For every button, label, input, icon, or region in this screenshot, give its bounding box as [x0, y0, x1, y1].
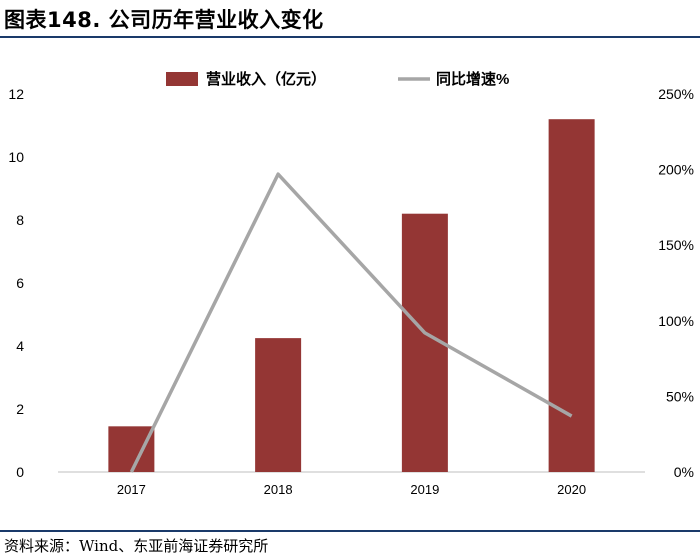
- y-right-tick-label: 250%: [658, 86, 694, 102]
- y-right-tick-label: 100%: [658, 313, 694, 329]
- y-right-tick-label: 200%: [658, 162, 694, 178]
- x-tick-label: 2017: [117, 482, 146, 497]
- y-left-tick-label: 0: [16, 464, 24, 480]
- source-note: 资料来源：Wind、东亚前海证券研究所: [4, 537, 269, 555]
- x-tick-label: 2020: [557, 482, 586, 497]
- legend-label-growth: 同比增速%: [436, 70, 509, 88]
- figure-title: 图表148. 公司历年营业收入变化: [4, 8, 324, 32]
- revenue-chart: 0 2 4 6 8 10 12 0% 50% 100% 150% 200% 250% 2017 2018 20…: [8, 70, 694, 497]
- y-right-tick-label: 50%: [666, 388, 694, 404]
- legend-label-revenue: 营业收入（亿元）: [206, 70, 326, 88]
- y-left-tick-label: 6: [16, 275, 24, 291]
- x-tick-label: 2019: [410, 482, 439, 497]
- revenue-bar: [108, 426, 155, 472]
- source-divider: [0, 530, 700, 532]
- x-tick-label: 2018: [264, 482, 293, 497]
- title-bar: 图表148. 公司历年营业收入变化: [0, 0, 700, 38]
- y-left-tick-label: 2: [16, 401, 24, 417]
- growth-rate-line: [129, 172, 573, 473]
- y-right-tick-label: 150%: [658, 237, 694, 253]
- revenue-bar: [548, 119, 595, 472]
- legend-swatch-revenue: [166, 72, 198, 86]
- revenue-bar: [255, 338, 302, 472]
- y-left-tick-label: 12: [8, 86, 24, 102]
- y-left-tick-label: 4: [16, 338, 24, 354]
- y-left-tick-label: 8: [16, 212, 24, 228]
- chart-area: 0 2 4 6 8 10 12 0% 50% 100% 150% 200% 250% 2017 2018 20…: [0, 40, 700, 530]
- y-right-tick-label: 0%: [674, 464, 694, 480]
- y-left-tick-label: 10: [8, 149, 24, 165]
